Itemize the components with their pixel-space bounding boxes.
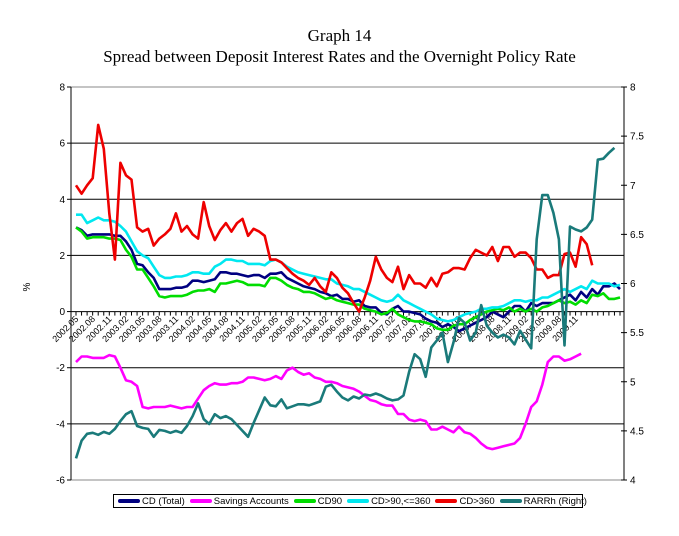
legend-item: CD (Total)	[118, 496, 185, 507]
legend-swatch	[499, 499, 522, 503]
legend-label: CD90	[317, 495, 343, 507]
series-lines	[74, 123, 621, 459]
legend-label: CD (Total)	[142, 495, 185, 507]
legend-swatch	[118, 499, 140, 503]
legend-item: RARRh (Right)	[499, 495, 587, 507]
legend-swatch	[293, 499, 316, 503]
left-tick-label: 6	[59, 139, 65, 150]
legend-label: CD>360	[459, 495, 495, 507]
chart-subtitle: Spread between Deposit Interest Rates an…	[103, 47, 576, 66]
gridlines	[71, 86, 624, 481]
series-line-savings-accounts	[75, 352, 582, 451]
right-tick-label: 4.5	[630, 426, 644, 437]
legend-label: CD>90,<=360	[371, 495, 431, 507]
right-tick-label: 6.5	[630, 230, 644, 241]
right-tick-label: 7	[630, 181, 636, 192]
series-line-cd90	[75, 226, 621, 332]
y-axis-label: %	[22, 282, 33, 291]
legend-item: CD>90,<=360	[347, 496, 430, 507]
left-tick-label: 0	[59, 307, 65, 318]
left-tick-label: -6	[56, 476, 65, 487]
legend-item: CD90	[293, 495, 343, 507]
legend-label: RARRh (Right)	[523, 495, 587, 507]
chart-title: Graph 14	[307, 26, 372, 45]
right-tick-label: 5	[630, 377, 636, 388]
series-line-rarrh-right	[74, 146, 616, 459]
left-tick-label: 2	[59, 251, 65, 262]
legend-item: CD>360	[435, 495, 495, 507]
left-tick-label: -4	[56, 419, 65, 430]
left-tick-label: 8	[59, 83, 65, 94]
legend-label: Savings Accounts	[213, 495, 289, 507]
right-tick-label: 4	[630, 476, 636, 487]
series-line-cd-360	[74, 123, 594, 313]
right-tick-label: 8	[630, 83, 636, 94]
legend-swatch	[189, 499, 212, 503]
legend-item: Savings Accounts	[189, 495, 289, 507]
right-tick-label: 6	[630, 279, 636, 290]
series-line-cd-total	[75, 226, 621, 333]
legend-swatch	[347, 499, 370, 503]
legend-swatch	[435, 499, 458, 503]
series-line-cd-90-360	[76, 213, 621, 323]
right-tick-label: 5.5	[630, 328, 644, 339]
left-tick-label: -2	[56, 363, 65, 374]
left-tick-label: 4	[59, 195, 65, 206]
right-tick-label: 7.5	[630, 132, 644, 143]
legend: CD (Total) Savings Accounts CD90 CD>90,<=36…	[113, 494, 587, 508]
